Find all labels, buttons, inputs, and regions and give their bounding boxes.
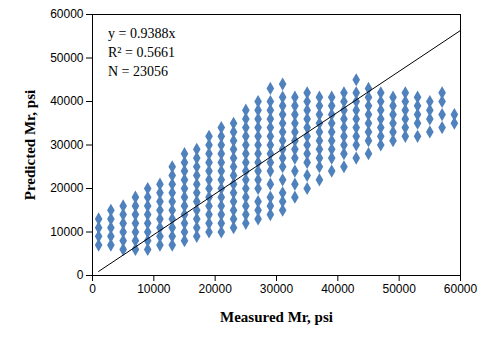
svg-text:30000: 30000 [260,282,294,296]
svg-text:Measured Mr, psi: Measured Mr, psi [220,309,333,325]
svg-text:10000: 10000 [50,225,84,239]
svg-text:30000: 30000 [50,138,84,152]
svg-text:20000: 20000 [198,282,232,296]
svg-text:0: 0 [89,282,96,296]
svg-text:0: 0 [77,268,84,282]
html-text:R² = 0.5661: R² = 0.5661 [108,45,175,60]
svg-text:60000: 60000 [444,282,478,296]
svg-text:40000: 40000 [321,282,355,296]
svg-text:60000: 60000 [50,7,84,21]
html-text:N = 23056: N = 23056 [108,64,168,79]
svg-text:50000: 50000 [50,51,84,65]
svg-text:50000: 50000 [382,282,416,296]
svg-text:10000: 10000 [137,282,171,296]
html-text:y = 0.9388x: y = 0.9388x [108,26,176,41]
svg-text:40000: 40000 [50,94,84,108]
svg-text:20000: 20000 [50,181,84,195]
svg-text:Predicted Mr, psi: Predicted Mr, psi [22,90,38,200]
